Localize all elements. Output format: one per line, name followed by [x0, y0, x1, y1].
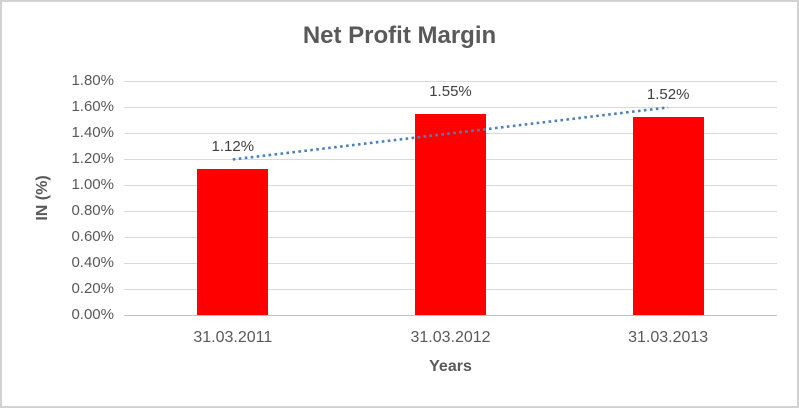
trendline-path: [232, 106, 669, 161]
data-label: 1.55%: [429, 82, 472, 100]
y-tick-label: 1.00%: [71, 176, 114, 193]
x-tick-label: 31.03.2011: [193, 329, 273, 346]
bar-31.03.2012: [415, 113, 486, 315]
y-tick-label: 0.20%: [71, 280, 114, 297]
y-tick-label: 0.00%: [71, 306, 114, 323]
bar-31.03.2011: [197, 169, 269, 315]
x-axis-title: Years: [429, 358, 472, 375]
data-label: 1.52%: [646, 86, 690, 104]
y-tick-label: 0.80%: [71, 202, 114, 219]
bar-31.03.2013: [632, 117, 704, 315]
chart-title: Net Profit Margin: [302, 22, 497, 49]
y-tick-label: 1.80%: [71, 72, 114, 89]
y-tick-label: 1.60%: [71, 98, 114, 115]
x-tick-label: 31.03.2013: [628, 329, 709, 346]
data-label: 1.12%: [211, 138, 255, 156]
y-tick-label: 0.60%: [71, 228, 114, 245]
y-tick-label: 1.20%: [71, 150, 114, 167]
y-tick-label: 1.40%: [71, 124, 114, 141]
x-tick-label: 31.03.2012: [410, 329, 491, 346]
trendline: [232, 106, 669, 161]
y-tick-label: 0.40%: [71, 254, 114, 271]
gridline: [124, 106, 777, 108]
gridline: [124, 80, 777, 82]
x-axis-line: [124, 314, 777, 316]
